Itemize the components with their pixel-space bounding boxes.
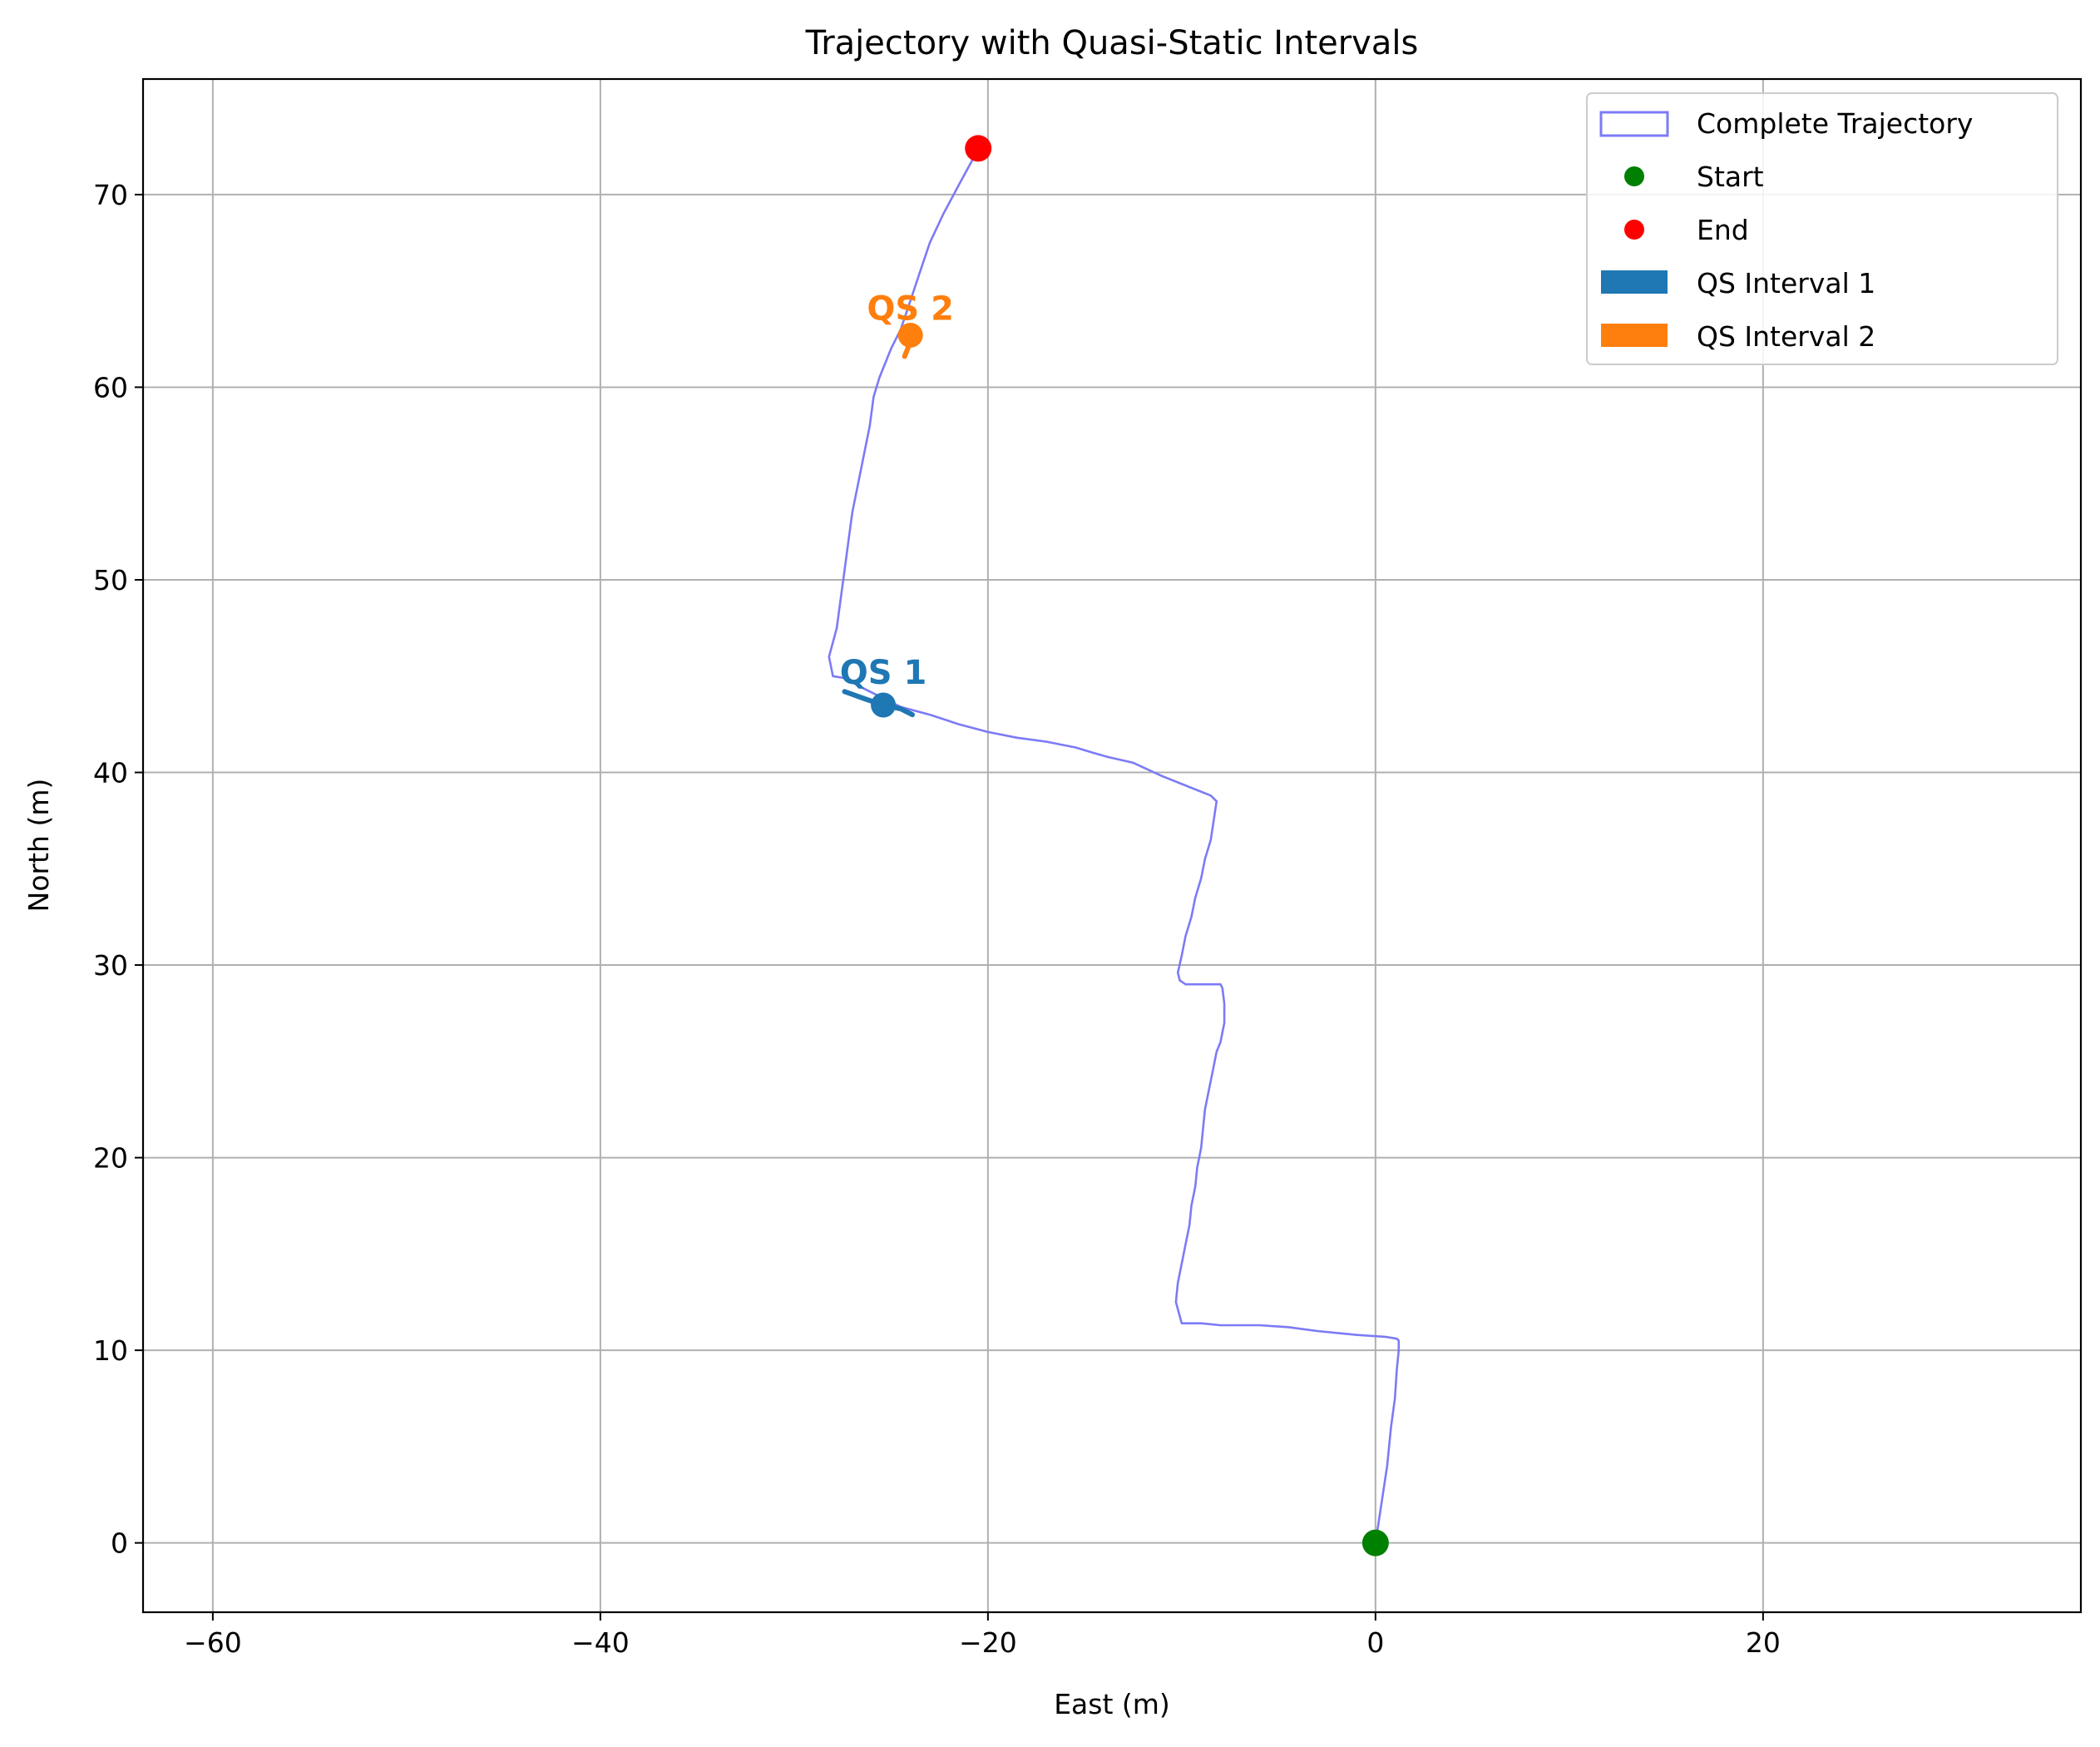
plot-frame [141, 77, 2083, 1614]
legend-label-qs2: QS Interval 2 [1697, 320, 1875, 353]
y-tick-label: 20 [93, 1142, 128, 1175]
x-tick-label: 20 [1746, 1626, 1781, 1659]
legend-box [1586, 92, 2058, 365]
qs-interval-2-label: QS 2 [867, 290, 954, 328]
legend: Complete Trajectory Start End QS Interva… [1586, 92, 2058, 365]
start-marker [1361, 1529, 1389, 1556]
legend-swatch-trajectory [1599, 111, 1669, 137]
grid [143, 79, 2081, 1612]
end-marker [965, 135, 992, 162]
y-tick-label: 70 [93, 179, 128, 211]
y-tick-label: 0 [111, 1527, 128, 1560]
legend-label-qs1: QS Interval 1 [1697, 267, 1875, 299]
qs-interval-2-marker [897, 322, 923, 348]
y-tick-label: 40 [93, 757, 128, 789]
legend-label-start: Start [1697, 161, 1764, 193]
x-tick-label: −40 [571, 1626, 630, 1659]
plot-data: QS 1 QS 2 [828, 135, 1401, 1556]
y-tick-label: 60 [93, 371, 128, 403]
axis-ticks: −60 −40 −20 0 20 0 10 20 30 40 50 60 70 [93, 179, 1781, 1659]
trajectory-line [828, 147, 1401, 1543]
legend-swatch-qs1 [1601, 270, 1668, 294]
x-tick-label: −20 [959, 1626, 1017, 1659]
qs-interval-1-marker [871, 692, 897, 718]
x-axis-label: East (m) [1054, 1688, 1170, 1720]
legend-swatch-qs2 [1601, 324, 1668, 347]
y-tick-label: 30 [93, 949, 128, 982]
y-tick-label: 10 [93, 1334, 128, 1367]
x-tick-label: 0 [1366, 1626, 1384, 1659]
legend-label-trajectory: Complete Trajectory [1697, 107, 1973, 140]
qs-interval-1-label: QS 1 [840, 654, 927, 692]
legend-marker-start [1624, 166, 1644, 186]
legend-label-end: End [1697, 214, 1749, 246]
x-tick-label: −60 [184, 1626, 242, 1659]
legend-marker-end [1624, 220, 1644, 240]
chart-title: Trajectory with Quasi-Static Intervals [805, 24, 1419, 62]
y-axis-label: North (m) [22, 779, 55, 913]
y-tick-label: 50 [93, 564, 128, 596]
